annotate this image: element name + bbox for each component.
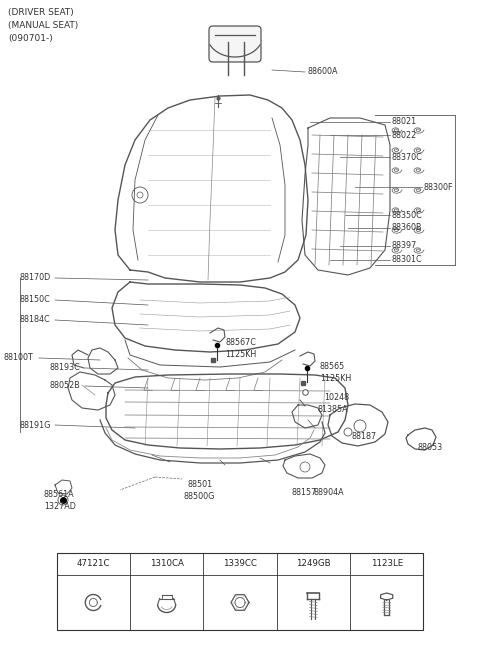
Text: 1310CA: 1310CA [150,559,183,568]
Text: 88052B: 88052B [50,382,81,390]
Text: 1249GB: 1249GB [296,559,331,568]
Text: 88184C: 88184C [20,315,50,324]
Text: 10248: 10248 [324,393,349,402]
Text: 1339CC: 1339CC [223,559,257,568]
Text: (090701-): (090701-) [8,34,53,43]
Text: 88170D: 88170D [20,273,51,282]
Text: 88501: 88501 [187,480,212,489]
Text: 88567C: 88567C [225,338,256,347]
Text: 88100T: 88100T [4,353,34,362]
Text: 81385A: 81385A [318,405,348,414]
Text: 88301C: 88301C [392,256,422,264]
Text: 88350C: 88350C [392,211,423,220]
Text: 1125KH: 1125KH [225,350,256,359]
Text: 88300F: 88300F [424,183,454,191]
Text: 1125KH: 1125KH [320,374,351,383]
Text: 88600A: 88600A [308,67,338,76]
Text: 88904A: 88904A [313,488,344,497]
Text: 88150C: 88150C [20,295,51,304]
Text: 88157: 88157 [292,488,317,497]
Text: 88561A: 88561A [44,490,74,499]
Text: 88187: 88187 [352,432,377,441]
Text: 88370C: 88370C [392,152,423,162]
Text: (MANUAL SEAT): (MANUAL SEAT) [8,21,78,30]
Text: 88397: 88397 [392,242,417,251]
Bar [57,553,423,630]
Text: 88053: 88053 [418,443,443,452]
Text: 88500G: 88500G [183,492,215,501]
Text: 88193C: 88193C [50,364,81,373]
Text: 88022: 88022 [392,130,417,140]
Text: 47121C: 47121C [77,559,110,568]
Text: (DRIVER SEAT): (DRIVER SEAT) [8,8,74,17]
Text: 88565: 88565 [320,362,345,371]
Text: 1123LE: 1123LE [371,559,403,568]
FancyBboxPatch shape [209,26,261,62]
Text: 88021: 88021 [392,118,417,127]
Text: 88191G: 88191G [20,421,51,430]
Text: 1327AD: 1327AD [44,502,76,511]
Text: 88360B: 88360B [392,224,422,233]
